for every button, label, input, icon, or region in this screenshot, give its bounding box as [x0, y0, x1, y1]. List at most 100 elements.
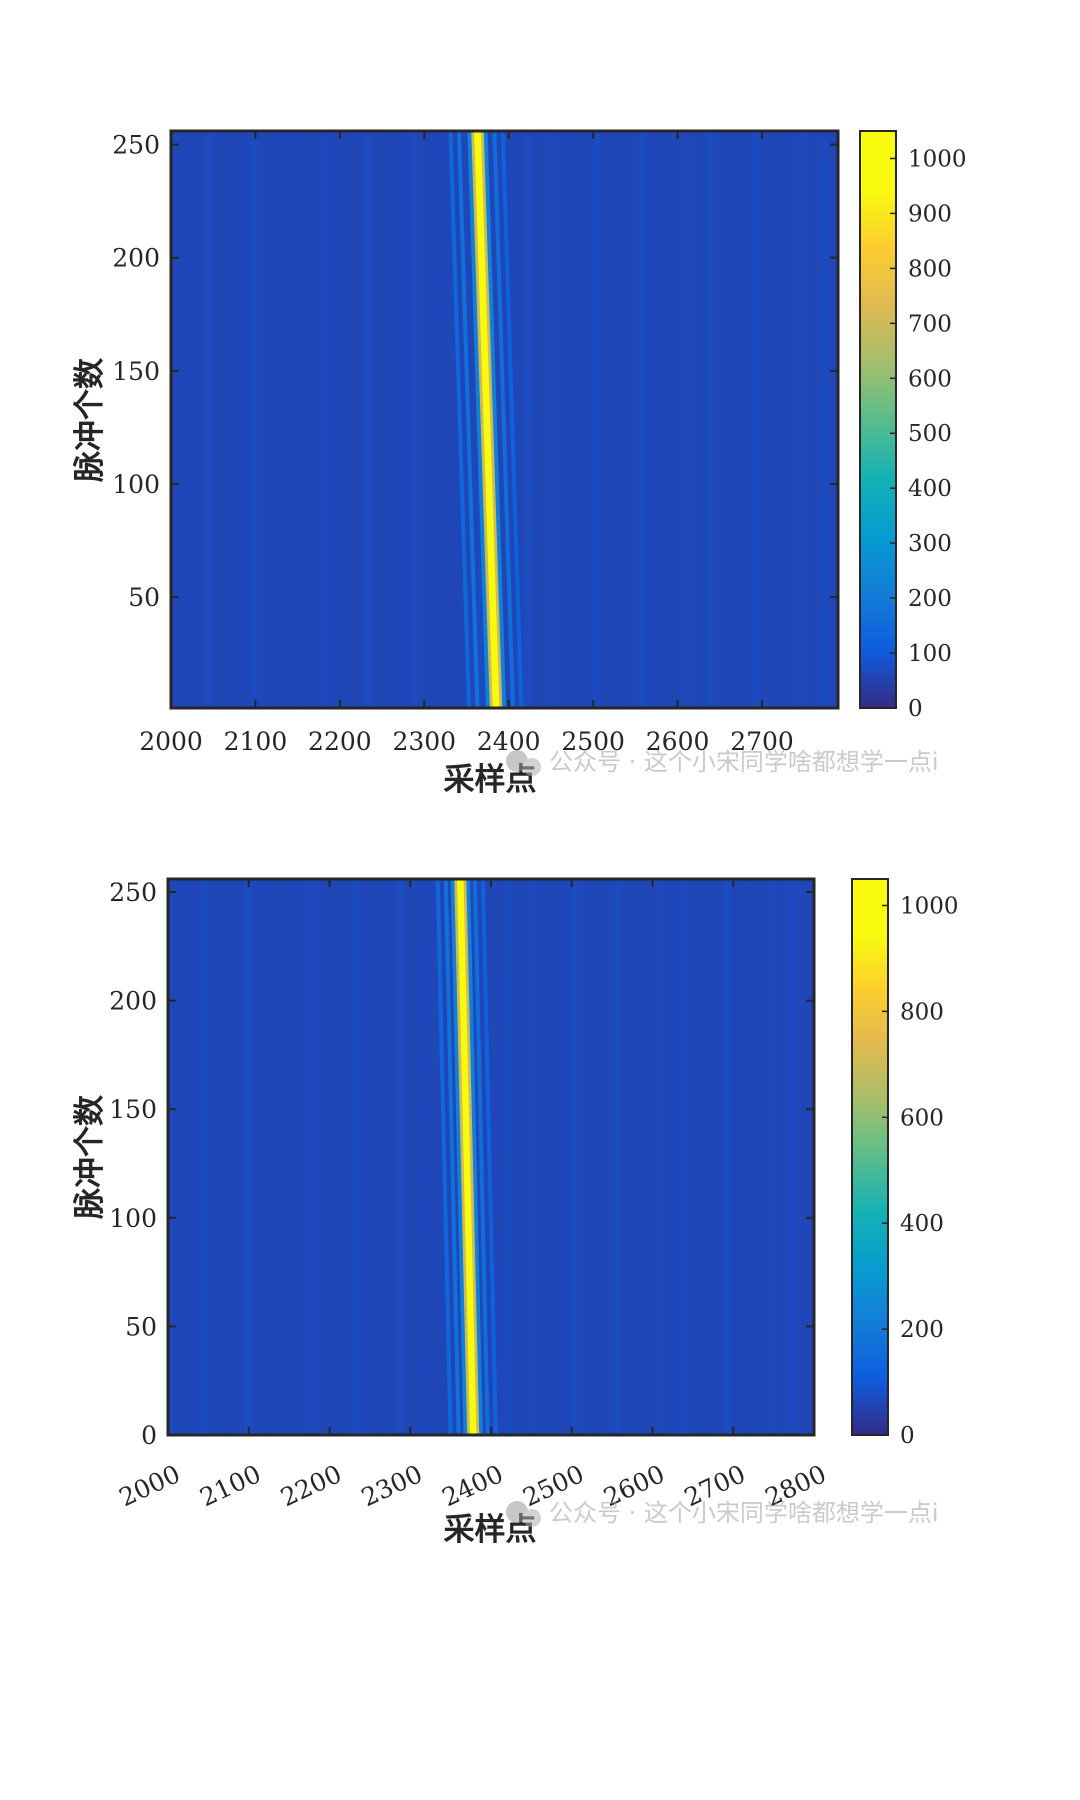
heatmap-sidelobe	[500, 131, 524, 708]
colorbar-tick-label: 600	[900, 1105, 944, 1131]
heatmap-stripe	[820, 131, 828, 708]
x-tick-label: 2700	[730, 727, 794, 756]
heatmap-stripe	[505, 879, 513, 1435]
heatmap-peak-line	[457, 879, 477, 1435]
heatmap-stripe	[636, 879, 644, 1435]
heatmap-stripe	[396, 879, 404, 1435]
heatmap-stripe	[767, 879, 775, 1435]
heatmap-stripe	[387, 131, 395, 708]
heatmap-stripe	[331, 879, 339, 1435]
colorbar-tick-label: 900	[908, 201, 952, 227]
heatmap-stripe	[810, 879, 814, 1435]
heatmap-stripe	[250, 131, 258, 708]
y-tick-label: 200	[109, 987, 157, 1016]
colorbar-tick-label: 0	[900, 1423, 915, 1449]
heatmap-stripe	[546, 131, 555, 708]
heatmap-sidelobe	[492, 131, 515, 708]
heatmap-peak-edge	[450, 879, 469, 1435]
heatmap-stripe	[409, 131, 418, 708]
heatmap-sidelobe	[480, 879, 498, 1435]
chart-1: 2000 2100 2200 2300 2400 2500 2600 270050100150…	[72, 129, 967, 798]
heatmap-stripe	[523, 131, 532, 708]
heatmap-stripe	[200, 879, 208, 1435]
heatmap-stripe	[374, 879, 382, 1435]
heatmap-stripe	[592, 879, 601, 1435]
colorbar-tick-label: 500	[908, 421, 952, 447]
heatmap-stripe	[549, 879, 557, 1435]
watermark-text: 公众号 · 这个小宋同学啥都想学一点i	[549, 748, 939, 776]
heatmap-stripe	[592, 131, 600, 708]
y-tick-label: 250	[112, 131, 160, 160]
colorbar-tick-label: 100	[908, 641, 952, 667]
heatmap-stripe	[701, 879, 710, 1435]
x-tick-label: 2200	[308, 727, 372, 756]
colorbar-tick-label: 1000	[908, 146, 967, 172]
heatmap-stripe	[658, 879, 666, 1435]
heatmap-peak-shoulder	[471, 131, 494, 708]
heatmap-stripe	[683, 131, 692, 708]
heatmap-stripe	[751, 131, 760, 708]
heatmap-sidelobe	[472, 879, 490, 1435]
heatmap-stripe	[729, 131, 737, 708]
watermark-2: 公众号 · 这个小宋同学啥都想学一点i	[506, 1499, 939, 1527]
heatmap-sidelobe	[456, 131, 480, 708]
plot-frame	[169, 129, 840, 710]
colorbar-tick-label: 1000	[900, 893, 959, 919]
colorbar-tick-label: 700	[908, 311, 952, 337]
heatmap-stripe	[204, 131, 213, 708]
heatmap-peak-edge	[467, 131, 491, 708]
heatmap-stripe	[309, 879, 317, 1435]
heatmap-peak-line	[474, 131, 500, 708]
colorbar-tick-label: 800	[908, 256, 952, 282]
y-tick-label: 50	[125, 1312, 157, 1341]
heatmap-sidelobe	[435, 879, 453, 1435]
heatmap-peak-edge	[482, 131, 507, 708]
heatmap-stripe	[341, 131, 350, 708]
y-axis-label: 脉冲个数	[72, 1095, 108, 1219]
y-tick-label: 0	[141, 1421, 157, 1450]
colorbar	[859, 130, 897, 709]
heatmap-stripe	[483, 879, 491, 1435]
y-axis-label: 脉冲个数	[72, 358, 108, 482]
wechat-icon-bubble	[523, 758, 541, 776]
heatmap-stripe	[797, 131, 806, 708]
watermark-1: 公众号 · 这个小宋同学啥都想学一点i	[506, 748, 939, 776]
heatmap-stripe	[774, 131, 783, 708]
x-tick-label: 2000	[139, 727, 203, 756]
x-tick-label: 2200	[276, 1459, 346, 1512]
x-tick-label: 2100	[224, 727, 288, 756]
colorbar-tick-label: 400	[900, 1211, 944, 1237]
heatmap-stripe	[287, 879, 295, 1435]
heatmap-stripe	[418, 879, 426, 1435]
heatmap-stripe	[614, 879, 622, 1435]
y-tick-label: 100	[112, 470, 160, 499]
heatmap-stripe	[352, 879, 361, 1435]
x-tick-label: 2000	[115, 1459, 185, 1512]
x-tick-label: 2500	[561, 727, 625, 756]
colorbar-tick-label: 600	[908, 366, 952, 392]
heatmap-stripe	[570, 879, 579, 1435]
heatmap-peak-shoulder	[454, 879, 472, 1435]
heatmap-stripe	[615, 131, 623, 708]
colorbar-tick-label: 400	[908, 476, 952, 502]
heatmap-stripe	[273, 131, 281, 708]
chart-2: 2000 2100 2200 2300 2400 2500 2600 2700 28000501…	[72, 877, 959, 1548]
heatmap-stripe	[295, 131, 304, 708]
heatmap-stripe	[745, 879, 753, 1435]
heatmap-stripe	[227, 131, 236, 708]
heatmap-field	[178, 879, 814, 1435]
heatmap-stripe	[318, 131, 327, 708]
heatmap-sidelobe	[448, 131, 472, 708]
y-tick-label: 250	[109, 878, 157, 907]
heatmap-stripe	[243, 879, 252, 1435]
wechat-icon	[506, 1501, 528, 1523]
y-tick-label: 150	[112, 357, 160, 386]
colorbar-tick-label: 200	[900, 1317, 944, 1343]
colorbar	[851, 878, 889, 1436]
heatmap-peak-shoulder	[462, 879, 480, 1435]
heatmap-field	[181, 131, 828, 708]
y-tick-label: 50	[128, 583, 160, 612]
x-tick-label: 2400	[438, 1459, 508, 1512]
heatmap-peak-edge	[465, 879, 484, 1435]
